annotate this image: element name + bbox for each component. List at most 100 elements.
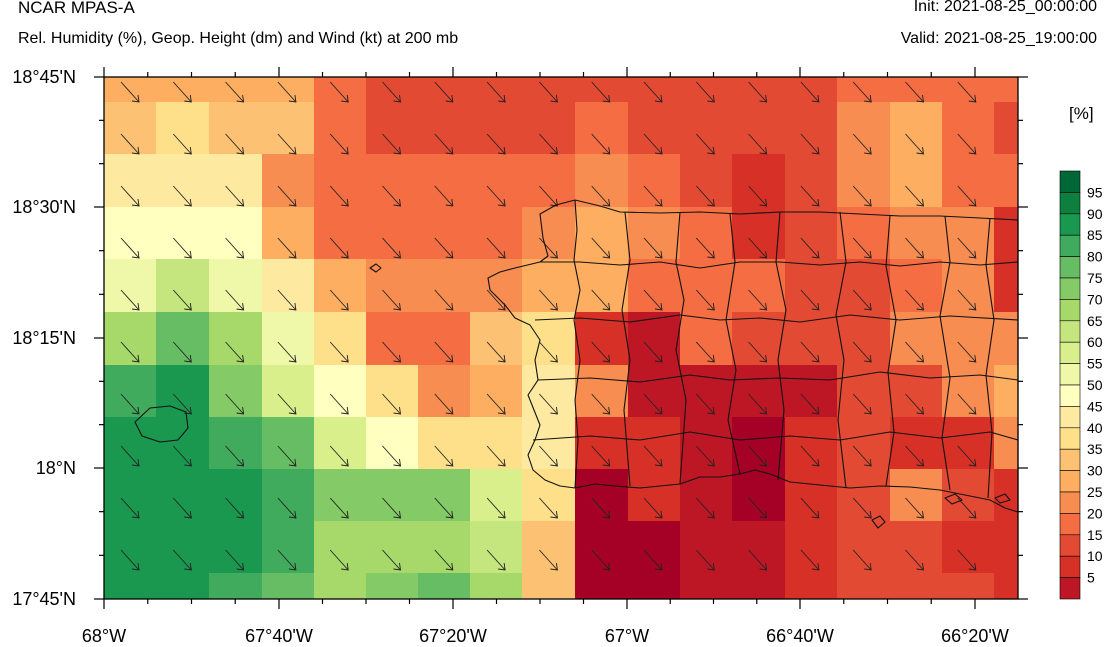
lat-label: 17°45'N	[12, 589, 76, 609]
rh-cell	[628, 469, 681, 522]
wind-arrow	[225, 549, 245, 571]
wind-arrow	[172, 549, 192, 571]
colorbar-swatch	[1059, 213, 1081, 236]
rh-cell	[262, 521, 315, 574]
colorbar-label: 90	[1087, 206, 1103, 222]
wind-arrow	[434, 81, 454, 103]
rh-cell	[104, 417, 157, 470]
wind-arrow	[905, 185, 925, 207]
wind-arrow	[486, 133, 506, 155]
wind-arrow	[748, 81, 768, 103]
rh-cell	[209, 365, 263, 418]
rh-cell	[209, 102, 263, 155]
wind-arrow	[382, 341, 402, 363]
rh-cell	[209, 207, 263, 260]
rh-cell	[104, 77, 157, 103]
wind-arrow	[382, 393, 402, 415]
wind-arrow	[800, 289, 820, 311]
wind-arrow	[957, 393, 977, 415]
wind-arrow	[957, 133, 977, 155]
wind-arrow	[172, 497, 192, 519]
init-time: Init: 2021-08-25_00:00:00	[913, 0, 1097, 15]
wind-arrow	[277, 289, 297, 311]
rh-cell	[522, 573, 576, 600]
colorbar-label: 10	[1087, 548, 1103, 564]
colorbar-swatch	[1059, 577, 1081, 600]
rh-cell	[262, 102, 315, 155]
wind-arrow	[382, 549, 402, 571]
wind-arrow	[748, 185, 768, 207]
rh-cell	[104, 207, 157, 260]
wind-arrow	[591, 341, 611, 363]
rh-cell	[628, 154, 681, 208]
rh-cell	[890, 312, 943, 366]
rh-cell	[575, 417, 629, 470]
rh-cell	[522, 469, 576, 522]
wind-arrow	[382, 237, 402, 259]
rh-cell	[156, 102, 210, 155]
rh-cell	[732, 573, 786, 600]
rh-cell	[890, 469, 943, 522]
wind-arrow	[852, 289, 872, 311]
wind-arrow	[591, 445, 611, 467]
rh-cell	[470, 469, 523, 522]
muni-boundary	[835, 211, 847, 489]
rh-cell	[680, 312, 733, 366]
wind-arrow	[539, 185, 558, 207]
wind-arrow	[539, 81, 558, 103]
colorbar-swatch	[1059, 234, 1081, 257]
wind-arrow	[852, 497, 872, 519]
colorbar-swatch	[1059, 406, 1081, 429]
wind-arrow	[591, 237, 611, 259]
wind-arrow	[643, 289, 663, 311]
wind-arrow	[852, 445, 872, 467]
wind-arrow	[329, 237, 349, 259]
muni-boundary	[675, 211, 687, 485]
colorbar-swatch	[1059, 277, 1081, 300]
rh-cell	[366, 573, 419, 600]
wind-arrow	[486, 341, 506, 363]
wind-arrow	[905, 237, 925, 259]
colorbar-label: 25	[1087, 484, 1103, 500]
wind-arrow	[905, 133, 925, 155]
wind-arrow	[591, 289, 611, 311]
wind-arrow	[957, 497, 977, 519]
wind-arrow	[277, 185, 297, 207]
rh-cell	[575, 365, 629, 418]
map-title: NCAR MPAS-A	[18, 0, 135, 17]
wind-arrow	[486, 81, 506, 103]
muni-boundary	[573, 199, 581, 489]
colorbar-swatch	[1059, 384, 1081, 407]
rh-cell	[418, 259, 471, 313]
rh-cell	[209, 77, 263, 103]
coastline-and-boundaries	[134, 199, 1019, 529]
wind-arrow	[591, 185, 611, 207]
rh-cell	[262, 469, 315, 522]
wind-arrow	[120, 289, 140, 311]
wind-arrow	[905, 445, 925, 467]
wind-arrow	[695, 497, 715, 519]
wind-arrow	[172, 81, 192, 103]
wind-arrow	[172, 289, 192, 311]
rh-cell	[837, 521, 891, 574]
lat-label: 18°N	[36, 458, 76, 478]
wind-arrow	[695, 289, 715, 311]
rh-cell	[314, 312, 367, 366]
wind-arrow	[225, 497, 245, 519]
rh-cell	[418, 77, 471, 103]
rh-cell	[680, 469, 733, 522]
wind-arrow	[225, 289, 245, 311]
rh-cell	[680, 365, 733, 418]
rh-cell	[262, 312, 315, 366]
lon-labels: 68°W 67°40'W 67°20'W 67°W 66°40'W 66°20'W	[82, 626, 1009, 646]
rh-cell	[680, 521, 733, 574]
rh-cell	[418, 207, 471, 260]
muni-boundary	[534, 314, 1019, 323]
wind-arrow	[172, 133, 192, 155]
wind-arrow	[539, 341, 558, 363]
wind-arrow	[434, 549, 454, 571]
wind-arrow	[486, 289, 506, 311]
wind-arrow	[434, 289, 454, 311]
lat-label: 18°15'N	[12, 328, 76, 348]
rh-cell	[156, 521, 210, 574]
